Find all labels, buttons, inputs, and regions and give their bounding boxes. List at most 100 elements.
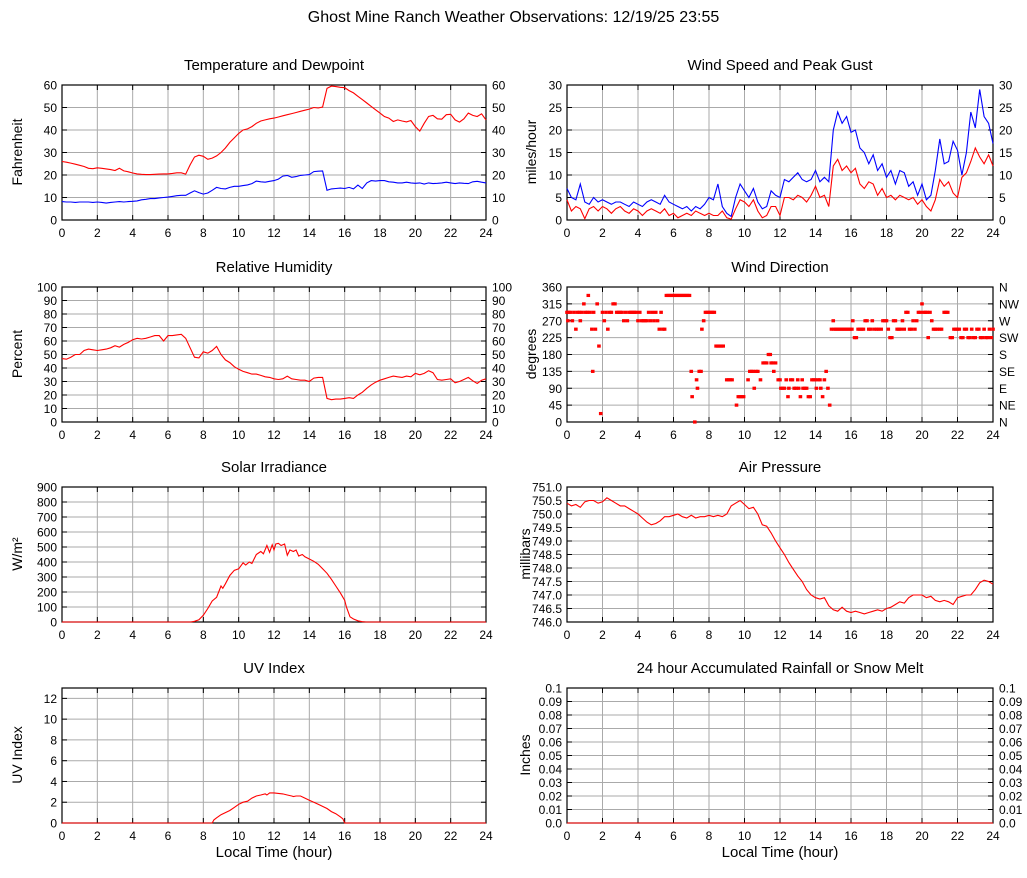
svg-text:2: 2 (599, 628, 606, 642)
svg-text:4: 4 (635, 428, 642, 442)
svg-text:10: 10 (492, 402, 506, 416)
svg-text:20: 20 (549, 124, 563, 138)
svg-text:0.01: 0.01 (539, 803, 563, 817)
svg-text:20: 20 (492, 389, 506, 403)
svg-text:5: 5 (555, 191, 562, 205)
svg-text:8: 8 (200, 829, 207, 843)
svg-text:20: 20 (915, 829, 929, 843)
svg-text:E: E (999, 382, 1007, 396)
svg-text:90: 90 (44, 294, 58, 308)
svg-text:22: 22 (951, 226, 965, 240)
svg-text:40: 40 (492, 124, 506, 138)
svg-text:10: 10 (738, 628, 752, 642)
svg-text:0.02: 0.02 (999, 790, 1023, 804)
svg-text:200: 200 (37, 586, 57, 600)
svg-text:10: 10 (232, 628, 246, 642)
svg-text:225: 225 (542, 331, 562, 345)
svg-text:0.05: 0.05 (539, 749, 563, 763)
svg-text:14: 14 (809, 226, 823, 240)
svg-text:0: 0 (564, 628, 571, 642)
svg-text:25: 25 (549, 101, 563, 115)
svg-text:10: 10 (232, 428, 246, 442)
svg-text:6: 6 (670, 226, 677, 240)
svg-text:10: 10 (44, 713, 58, 727)
svg-text:22: 22 (951, 428, 965, 442)
svg-text:14: 14 (303, 628, 317, 642)
chart-title: Wind Speed and Peak Gust (687, 57, 873, 74)
svg-text:315: 315 (542, 297, 562, 311)
svg-text:0: 0 (492, 416, 499, 430)
svg-text:0.06: 0.06 (539, 736, 563, 750)
svg-text:4: 4 (129, 428, 136, 442)
svg-text:800: 800 (37, 496, 57, 510)
svg-text:0.03: 0.03 (539, 776, 563, 790)
svg-text:70: 70 (492, 321, 506, 335)
svg-text:18: 18 (880, 428, 894, 442)
svg-text:4: 4 (50, 775, 57, 789)
svg-text:60: 60 (44, 79, 58, 93)
svg-text:0: 0 (999, 214, 1006, 228)
svg-text:NW: NW (999, 297, 1020, 311)
svg-text:0.04: 0.04 (539, 763, 563, 777)
svg-text:12: 12 (44, 692, 58, 706)
svg-text:20: 20 (915, 428, 929, 442)
svg-text:0: 0 (50, 214, 57, 228)
svg-text:8: 8 (706, 829, 713, 843)
svg-text:746.0: 746.0 (532, 616, 562, 630)
svg-text:0: 0 (59, 628, 66, 642)
svg-text:700: 700 (37, 511, 57, 525)
svg-text:12: 12 (773, 428, 787, 442)
svg-text:16: 16 (844, 829, 858, 843)
svg-text:16: 16 (338, 226, 352, 240)
svg-text:746.5: 746.5 (532, 602, 562, 616)
svg-text:24: 24 (986, 829, 1000, 843)
svg-text:750.0: 750.0 (532, 508, 562, 522)
svg-text:16: 16 (338, 628, 352, 642)
svg-text:24: 24 (479, 226, 493, 240)
svg-text:10: 10 (44, 191, 58, 205)
svg-text:22: 22 (444, 226, 458, 240)
svg-text:0: 0 (59, 226, 66, 240)
svg-text:747.0: 747.0 (532, 589, 562, 603)
svg-text:10: 10 (999, 169, 1013, 183)
svg-text:50: 50 (44, 348, 58, 362)
svg-text:2: 2 (50, 796, 57, 810)
svg-text:20: 20 (409, 428, 423, 442)
svg-text:30: 30 (549, 79, 563, 93)
svg-text:60: 60 (44, 335, 58, 349)
svg-text:10: 10 (492, 191, 506, 205)
svg-text:30: 30 (999, 79, 1013, 93)
svg-text:10: 10 (738, 226, 752, 240)
svg-text:W: W (999, 314, 1011, 328)
svg-text:2: 2 (599, 829, 606, 843)
svg-text:2: 2 (94, 829, 101, 843)
svg-text:16: 16 (338, 829, 352, 843)
chart-uv-index: UV Index UV Index 0 2 4 6 8 10 12 14 16 18 20 22 24 0… (0, 648, 514, 878)
svg-text:0: 0 (50, 817, 57, 831)
svg-text:0: 0 (555, 214, 562, 228)
svg-text:0.08: 0.08 (999, 709, 1023, 723)
svg-text:0: 0 (564, 829, 571, 843)
svg-text:16: 16 (338, 428, 352, 442)
svg-text:14: 14 (809, 628, 823, 642)
svg-text:SE: SE (999, 365, 1015, 379)
svg-text:80: 80 (44, 308, 58, 322)
svg-text:20: 20 (409, 829, 423, 843)
svg-text:30: 30 (44, 146, 58, 160)
svg-text:15: 15 (549, 146, 563, 160)
svg-text:20: 20 (409, 226, 423, 240)
svg-text:SW: SW (999, 331, 1019, 345)
svg-text:2: 2 (599, 428, 606, 442)
svg-text:8: 8 (200, 428, 207, 442)
svg-text:6: 6 (165, 226, 172, 240)
svg-text:18: 18 (373, 829, 387, 843)
air-pressure-plot: 0 2 4 6 8 10 12 14 16 18 20 22 24746.0746.5747.0747.… (532, 481, 1000, 643)
svg-text:4: 4 (635, 829, 642, 843)
chart-title: Relative Humidity (215, 259, 333, 276)
svg-text:8: 8 (200, 226, 207, 240)
svg-text:400: 400 (37, 556, 57, 570)
